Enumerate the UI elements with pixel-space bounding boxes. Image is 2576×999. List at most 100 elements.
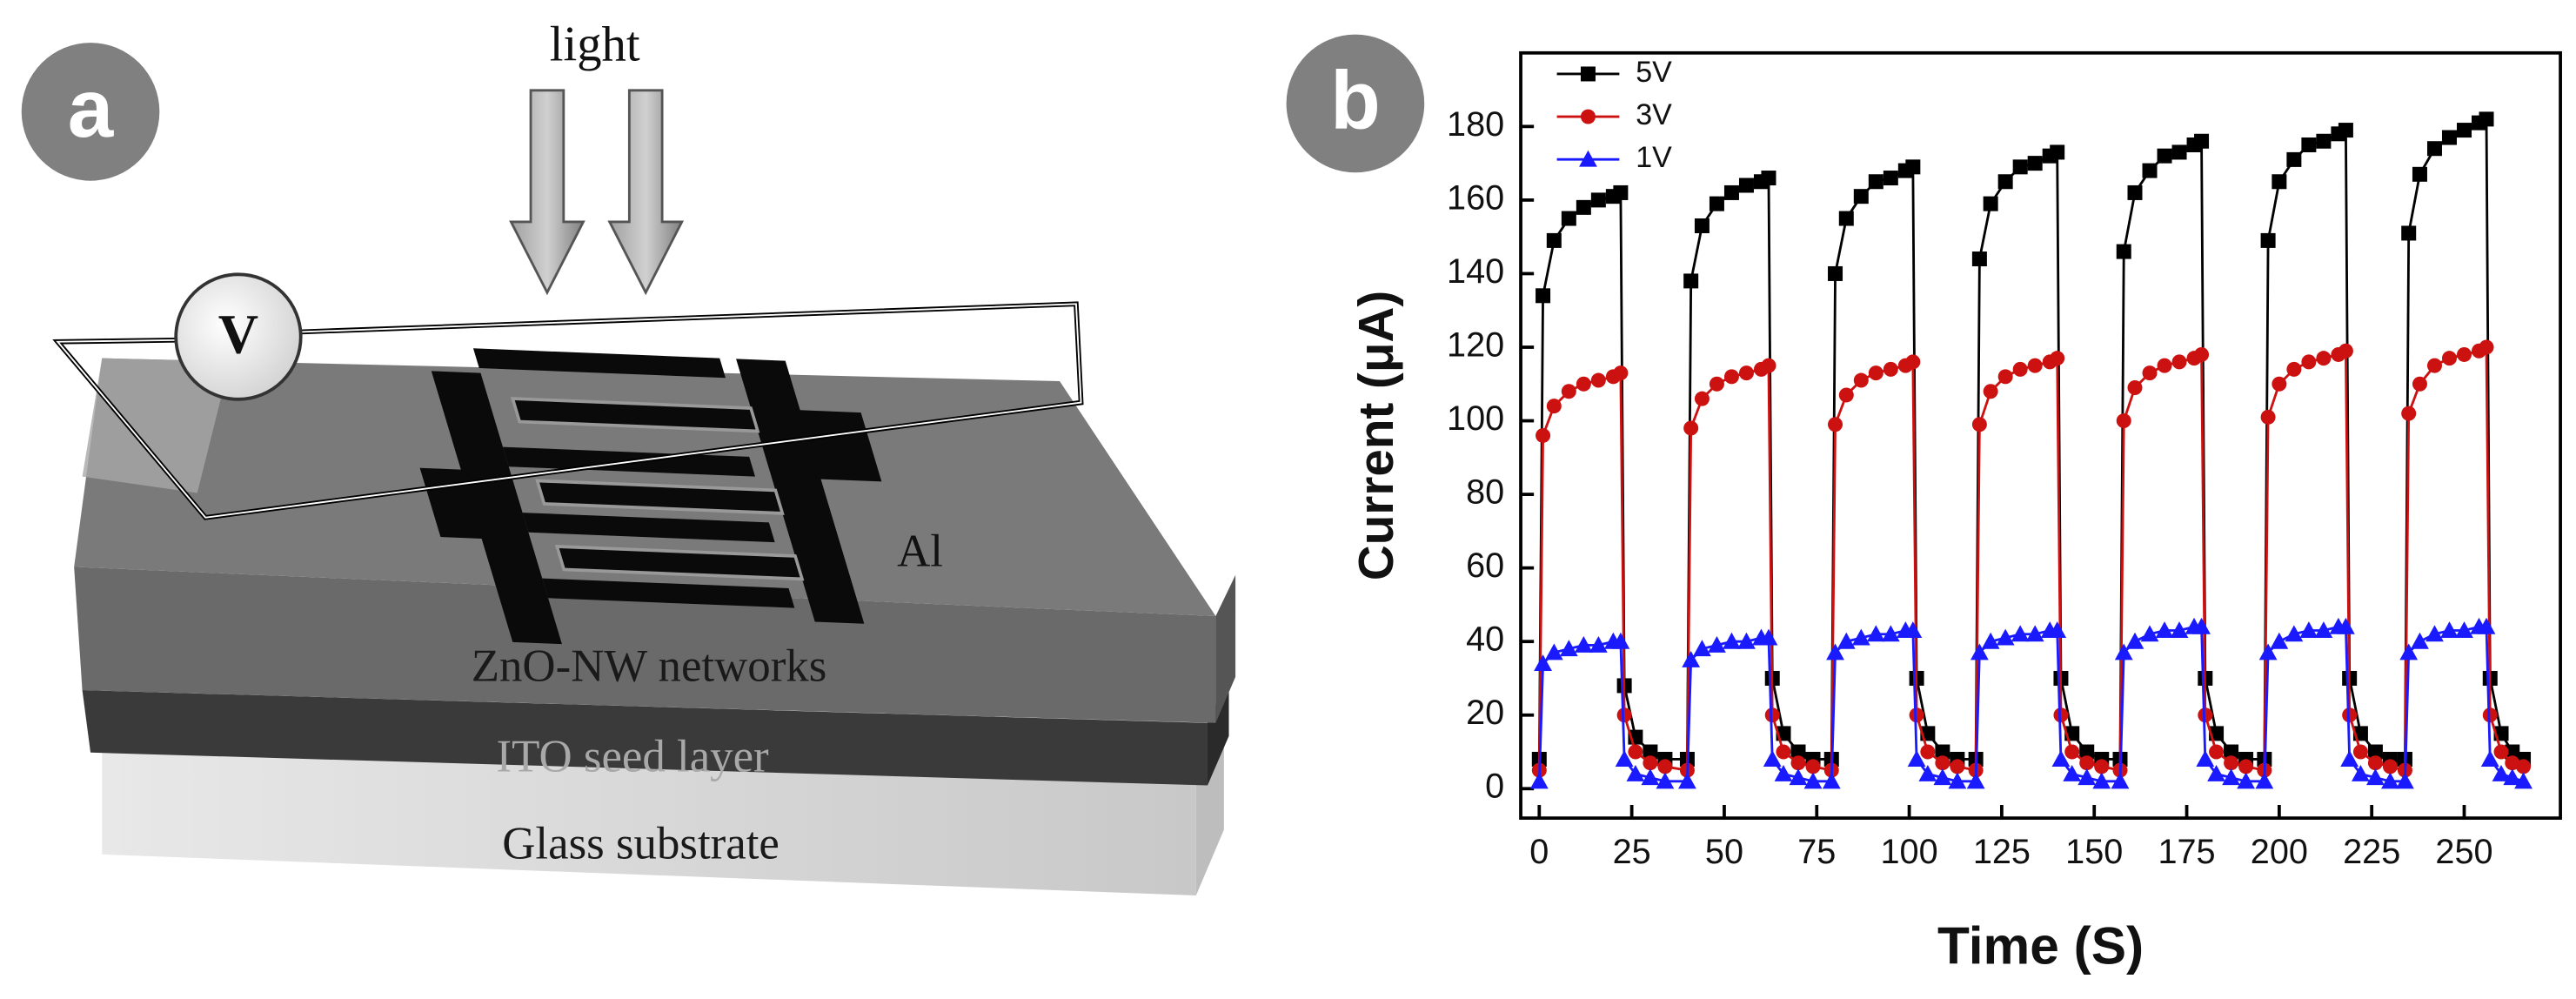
panel-label: a [68, 64, 115, 155]
marker [2116, 413, 2131, 429]
marker [2367, 744, 2383, 760]
marker [2503, 768, 2522, 786]
marker [2455, 621, 2473, 639]
x-tick-label: 125 [1973, 833, 2031, 871]
marker [1657, 759, 1673, 774]
layer-label: ZnO-NW networks [472, 640, 827, 691]
x-tick-label: 150 [2065, 833, 2123, 871]
marker [2140, 625, 2159, 642]
marker [1529, 772, 1549, 789]
marker [1837, 632, 1856, 649]
marker [1628, 744, 1643, 760]
marker [1580, 109, 1596, 124]
marker [2314, 621, 2333, 639]
y-tick-label: 160 [1447, 178, 1504, 217]
marker [1723, 184, 1739, 200]
marker [1559, 640, 1578, 657]
panel-badge [21, 43, 160, 181]
marker [1613, 184, 1629, 200]
marker [2381, 772, 2399, 789]
marker [2456, 123, 2472, 138]
zno-front [74, 567, 1216, 723]
marker [1883, 171, 1898, 186]
marker [2492, 764, 2511, 781]
marker [2367, 755, 2383, 771]
x-tick-label: 200 [2251, 833, 2308, 871]
marker [1546, 399, 1562, 414]
marker [2224, 755, 2239, 771]
marker [1536, 427, 1551, 443]
y-axis-title: Current (μA) [1349, 291, 1404, 580]
marker [2258, 643, 2278, 660]
marker [2027, 156, 2043, 171]
marker [1868, 174, 1883, 190]
marker [2411, 632, 2429, 649]
marker [1983, 384, 1998, 399]
marker [1853, 189, 1869, 204]
x-tick-label: 75 [1797, 833, 1836, 871]
marker [1546, 232, 1562, 248]
marker [1774, 764, 1793, 781]
marker [2412, 376, 2427, 392]
marker [1544, 643, 1563, 660]
marker [1883, 361, 1898, 377]
marker [2426, 358, 2442, 373]
marker [1983, 196, 1998, 211]
marker [2270, 632, 2289, 649]
marker [1616, 707, 1632, 723]
marker [2286, 361, 2302, 377]
marker [2301, 354, 2317, 370]
light-label: light [550, 18, 640, 72]
marker [1580, 66, 1596, 82]
marker [1996, 628, 2015, 646]
marker [1904, 621, 1923, 639]
marker [2142, 365, 2158, 381]
marker [1853, 372, 1869, 388]
x-tick-label: 0 [1529, 833, 1549, 871]
marker [1561, 211, 1576, 226]
x-tick-label: 225 [2343, 833, 2400, 871]
marker [2157, 358, 2172, 373]
marker [1561, 384, 1576, 399]
marker [2198, 707, 2213, 723]
marker [2092, 772, 2111, 789]
marker [1803, 772, 1823, 789]
al-electrode [419, 348, 882, 645]
marker [1723, 369, 1739, 385]
marker [2272, 376, 2287, 392]
marker [2027, 358, 2043, 373]
marker [1838, 211, 1854, 226]
marker [1838, 387, 1854, 403]
marker [2079, 744, 2095, 760]
marker [1574, 636, 1593, 653]
marker [2209, 744, 2225, 760]
glass-front [102, 748, 1196, 896]
marker [1981, 632, 2000, 649]
y-tick-label: 20 [1466, 694, 1504, 732]
marker [1935, 755, 1950, 771]
marker [2338, 343, 2353, 359]
marker [2114, 643, 2133, 660]
series-line [1537, 345, 2524, 772]
marker [1590, 372, 1606, 388]
marker [2255, 772, 2274, 789]
marker [2399, 643, 2419, 660]
marker [1576, 376, 1591, 392]
y-tick-label: 80 [1466, 473, 1504, 512]
legend-label: 1V [1636, 141, 1672, 174]
marker [1693, 640, 1711, 657]
chart: 0 25 50 75 100 125 150 175 200 225 250 0 20 40 60 80 100… [1349, 50, 2562, 975]
marker [1709, 376, 1724, 392]
marker [1881, 625, 1900, 642]
marker [2050, 144, 2065, 160]
x-tick-label: 175 [2158, 833, 2215, 871]
marker [2441, 130, 2457, 145]
marker [1761, 171, 1776, 186]
marker [2299, 621, 2318, 639]
marker [1907, 750, 1926, 767]
marker [1678, 772, 1696, 789]
marker [1694, 218, 1710, 233]
marker [2493, 744, 2509, 760]
light-arrows [509, 89, 685, 296]
